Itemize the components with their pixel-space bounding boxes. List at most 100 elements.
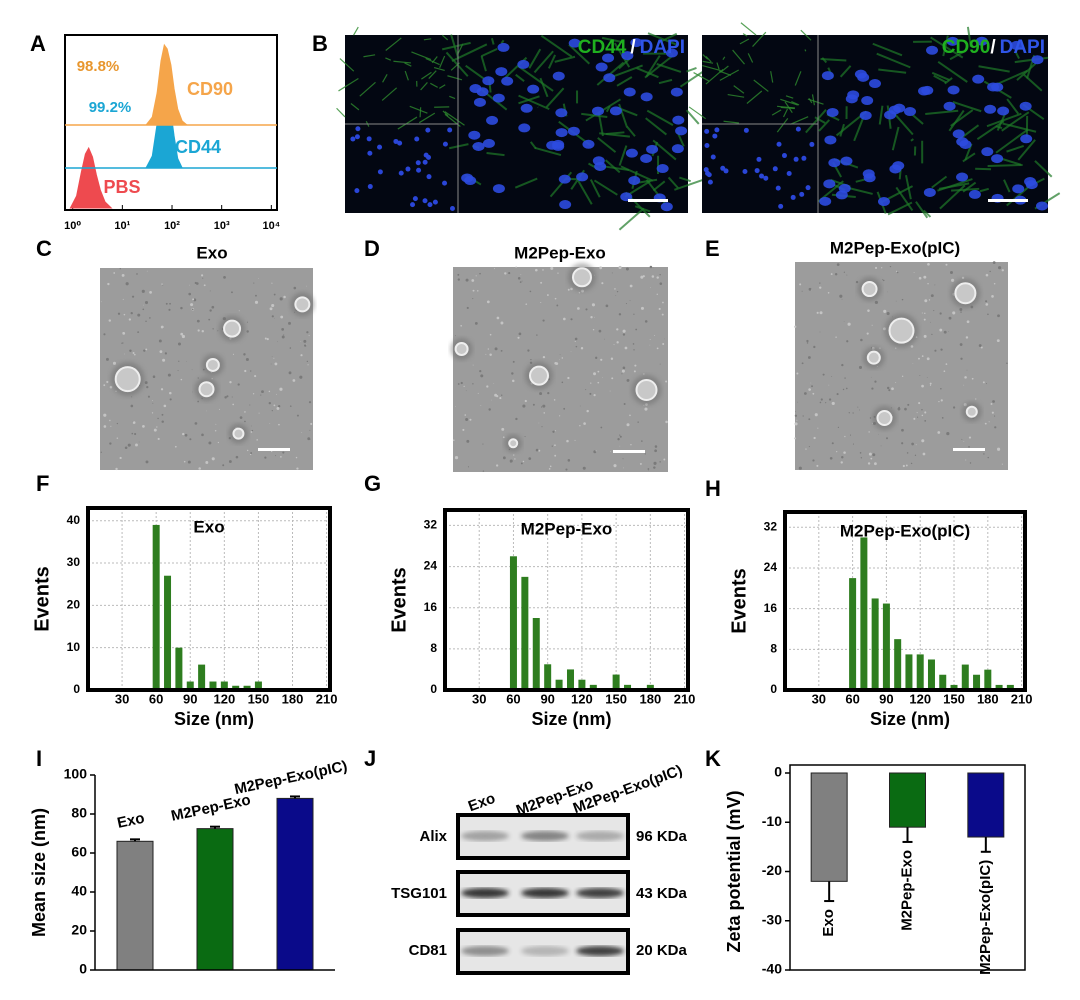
grain bbox=[911, 442, 914, 446]
grain bbox=[521, 280, 523, 282]
grain bbox=[960, 311, 962, 313]
nucleus bbox=[665, 48, 678, 58]
grain bbox=[921, 409, 923, 411]
grain bbox=[577, 307, 580, 310]
grain bbox=[866, 332, 869, 335]
fiber bbox=[1001, 111, 1030, 132]
grain bbox=[902, 464, 905, 468]
nucleus bbox=[778, 203, 784, 209]
grain bbox=[963, 384, 965, 386]
grain bbox=[556, 304, 559, 307]
x-tick-label: 150 bbox=[605, 691, 627, 706]
nucleus bbox=[991, 154, 1004, 164]
grain bbox=[271, 315, 274, 318]
fiber bbox=[517, 65, 554, 92]
bar bbox=[276, 797, 314, 971]
grain bbox=[831, 401, 835, 406]
fiber bbox=[995, 128, 1029, 154]
grain bbox=[463, 385, 465, 387]
y-tick-label: 100 bbox=[64, 766, 88, 782]
nucleus bbox=[981, 147, 994, 157]
grain bbox=[945, 363, 948, 366]
fiber bbox=[652, 180, 666, 192]
grain bbox=[460, 381, 463, 385]
grain bbox=[156, 426, 158, 428]
fiber bbox=[605, 105, 611, 113]
bar bbox=[916, 654, 924, 690]
x-tick-label: 30 bbox=[115, 691, 129, 706]
grain bbox=[303, 339, 307, 343]
nucleus bbox=[775, 185, 781, 191]
grain bbox=[888, 389, 891, 392]
grain bbox=[493, 383, 495, 385]
counterstain: DAPI bbox=[640, 37, 685, 58]
fiber bbox=[480, 55, 487, 72]
y-tick-label: 16 bbox=[764, 601, 778, 615]
grain bbox=[567, 459, 571, 462]
nucleus bbox=[497, 42, 510, 52]
grain bbox=[937, 431, 941, 434]
grain bbox=[274, 317, 275, 319]
grain bbox=[659, 282, 663, 285]
bar bbox=[566, 669, 574, 690]
nucleus bbox=[710, 154, 716, 160]
fiber bbox=[363, 54, 376, 58]
grain bbox=[969, 462, 972, 464]
grain bbox=[943, 370, 946, 373]
y-axis-label: Mean size (nm) bbox=[29, 808, 49, 937]
grain bbox=[644, 320, 648, 323]
grain bbox=[822, 373, 825, 376]
fiber bbox=[923, 209, 932, 218]
plot-frame bbox=[789, 764, 1026, 971]
panel-label: E bbox=[705, 236, 720, 261]
grain bbox=[913, 272, 915, 273]
grain bbox=[191, 369, 193, 371]
bar bbox=[860, 537, 868, 690]
grain bbox=[135, 443, 138, 447]
fiber bbox=[601, 36, 625, 44]
band bbox=[576, 831, 624, 841]
grain bbox=[479, 370, 482, 373]
grain bbox=[595, 356, 598, 359]
grain bbox=[928, 299, 931, 301]
grain bbox=[797, 401, 798, 403]
grain bbox=[269, 307, 273, 311]
grain bbox=[289, 405, 292, 407]
grain bbox=[198, 467, 201, 470]
fiber bbox=[746, 90, 763, 104]
grain bbox=[269, 423, 271, 424]
vesicle bbox=[294, 296, 311, 313]
grain bbox=[837, 426, 840, 429]
grain bbox=[924, 411, 927, 414]
grain bbox=[142, 304, 144, 306]
grain bbox=[654, 335, 655, 336]
grain bbox=[871, 422, 873, 424]
grain bbox=[650, 287, 651, 289]
grain bbox=[987, 313, 989, 316]
fiber bbox=[952, 100, 982, 113]
fiber bbox=[449, 95, 456, 100]
nucleus bbox=[1035, 201, 1048, 211]
series-label: CD90 bbox=[187, 79, 233, 99]
grain bbox=[966, 369, 968, 371]
grain bbox=[192, 298, 195, 301]
nucleus bbox=[527, 84, 540, 94]
grain bbox=[489, 353, 492, 356]
grain bbox=[308, 401, 312, 404]
grain bbox=[989, 270, 991, 273]
grain bbox=[910, 345, 914, 348]
fiber bbox=[808, 98, 813, 104]
grain bbox=[874, 300, 878, 305]
grain bbox=[998, 266, 1002, 270]
grain bbox=[277, 405, 281, 408]
grain bbox=[550, 266, 554, 270]
nucleus bbox=[756, 156, 762, 162]
bar bbox=[984, 669, 992, 690]
y-tick-label: -20 bbox=[762, 862, 782, 878]
y-axis-label: Events bbox=[728, 568, 750, 634]
grain bbox=[270, 363, 272, 365]
fiber bbox=[547, 54, 557, 69]
grain bbox=[948, 316, 952, 320]
nucleus bbox=[415, 160, 421, 166]
nucleus bbox=[567, 126, 580, 136]
